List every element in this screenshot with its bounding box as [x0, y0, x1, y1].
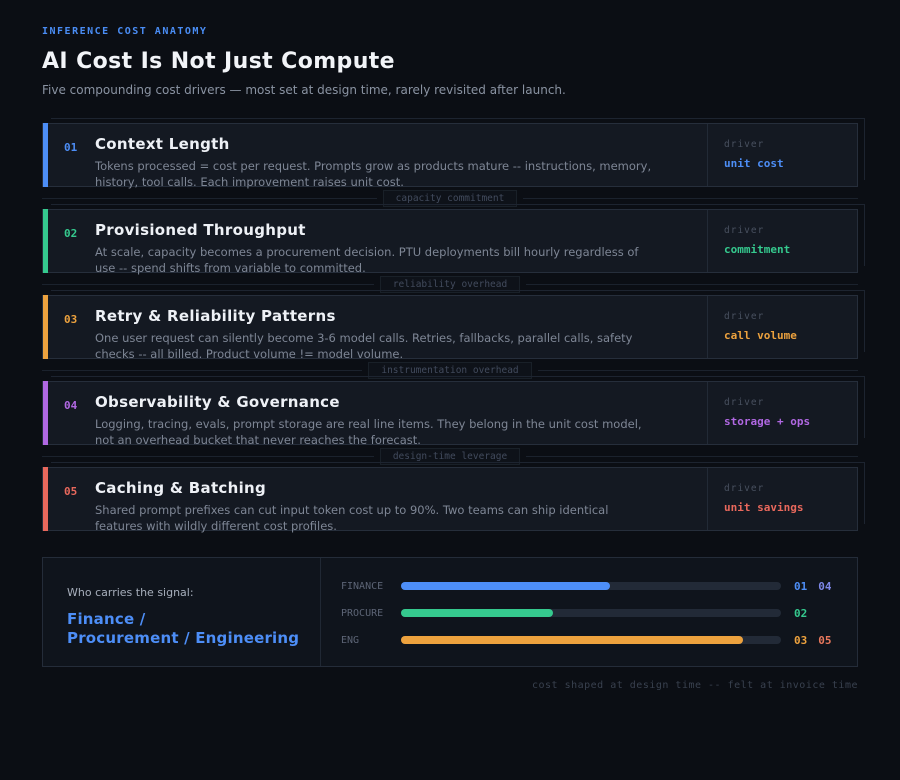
- card-description: Tokens processed = cost per request. Pro…: [95, 159, 652, 190]
- bar-track: [401, 636, 781, 644]
- page: INFERENCE COST ANATOMY AI Cost Is Not Ju…: [42, 26, 865, 691]
- connector: reliability overhead: [42, 273, 859, 295]
- bar-row-finance: FINANCE 01 04: [329, 574, 843, 598]
- driver-value: commitment: [724, 243, 791, 256]
- card-accent-bar: [43, 381, 48, 445]
- bar-fill: [401, 582, 610, 590]
- connector-label: design-time leverage: [379, 447, 521, 465]
- bar-fill: [401, 636, 743, 644]
- card-accent-bar: [43, 209, 48, 273]
- bar-tag: 01: [794, 579, 808, 593]
- connector-label: instrumentation overhead: [368, 361, 532, 379]
- bar-tag: 05: [818, 633, 832, 647]
- connector: design-time leverage: [42, 445, 859, 467]
- bar-track: [401, 582, 781, 590]
- card-accent-bar: [43, 467, 48, 531]
- driver-label: driver: [724, 225, 765, 236]
- bar-row-engineering: ENG 03 05: [329, 628, 843, 652]
- card-driver-panel: driver unit savings: [707, 468, 857, 530]
- signal-label: Who carries the signal:: [67, 586, 194, 599]
- bar-label: FINANCE: [341, 580, 384, 592]
- eyebrow-label: INFERENCE COST ANATOMY: [42, 26, 208, 37]
- connector-line: [42, 369, 363, 371]
- signal-value-line1: Finance /: [67, 610, 146, 628]
- card-provisioned-throughput: 02 Provisioned Throughput At scale, capa…: [42, 204, 865, 275]
- signal-panel-left: Who carries the signal: Finance / Procur…: [43, 558, 321, 666]
- page-subtitle: Five compounding cost drivers — most set…: [42, 83, 566, 97]
- card-number: 03: [64, 313, 78, 326]
- bar-tag: 02: [794, 606, 808, 620]
- card-title: Provisioned Throughput: [95, 221, 306, 239]
- connector-line: [537, 369, 858, 371]
- card-description: Logging, tracing, evals, prompt storage …: [95, 417, 642, 448]
- connector: capacity commitment: [42, 187, 859, 209]
- connector-line: [42, 455, 374, 457]
- signal-bars: FINANCE 01 04 PROCURE 02 ENG: [321, 558, 857, 666]
- driver-label: driver: [724, 483, 765, 494]
- card-observability-governance: 04 Observability & Governance Logging, t…: [42, 376, 865, 447]
- bar-row-procurement: PROCURE 02: [329, 601, 843, 625]
- card-number: 01: [64, 141, 78, 154]
- connector: instrumentation overhead: [42, 359, 858, 381]
- connector-label: capacity commitment: [382, 189, 518, 207]
- driver-value: call volume: [724, 329, 797, 342]
- connector-line: [526, 455, 859, 457]
- page-title: AI Cost Is Not Just Compute: [42, 49, 395, 74]
- card-driver-panel: driver call volume: [707, 296, 857, 358]
- driver-label: driver: [724, 397, 765, 408]
- connector-line: [526, 283, 859, 285]
- driver-value: unit savings: [724, 501, 804, 514]
- signal-value: Finance / Procurement / Engineering: [67, 610, 320, 648]
- card-retry-reliability: 03 Retry & Reliability Patterns One user…: [42, 290, 865, 361]
- signal-value-line2: Procurement / Engineering: [67, 628, 300, 647]
- card-title: Retry & Reliability Patterns: [95, 307, 336, 325]
- card-caching-batching: 05 Caching & Batching Shared prompt pref…: [42, 462, 865, 533]
- card-description: Shared prompt prefixes can cut input tok…: [95, 503, 609, 534]
- card-title: Observability & Governance: [95, 393, 340, 411]
- card-description: One user request can silently become 3-6…: [95, 331, 633, 362]
- bar-tag: 04: [818, 579, 832, 593]
- card-accent-bar: [43, 295, 48, 359]
- connector-line: [523, 197, 859, 199]
- card-driver-panel: driver unit cost: [707, 124, 857, 186]
- card-driver-panel: driver storage + ops: [707, 382, 857, 444]
- card-number: 05: [64, 485, 78, 498]
- signal-panel: Who carries the signal: Finance / Procur…: [42, 557, 858, 667]
- bar-fill: [401, 609, 553, 617]
- card-title: Caching & Batching: [95, 479, 267, 497]
- bar-label: ENG: [341, 634, 360, 646]
- driver-label: driver: [724, 139, 765, 150]
- cost-driver-list: 01 Context Length Tokens processed = cos…: [42, 118, 865, 533]
- bar-track: [401, 609, 781, 617]
- card-driver-panel: driver commitment: [707, 210, 857, 272]
- card-number: 02: [64, 227, 78, 240]
- card-description: At scale, capacity becomes a procurement…: [95, 245, 639, 276]
- card-title: Context Length: [95, 135, 230, 153]
- bar-label: PROCURE: [341, 607, 384, 619]
- card-number: 04: [64, 399, 78, 412]
- driver-label: driver: [724, 311, 765, 322]
- connector-label: reliability overhead: [379, 275, 521, 293]
- driver-value: unit cost: [724, 157, 784, 170]
- footer-note: cost shaped at design time -- felt at in…: [531, 680, 858, 691]
- card-context-length: 01 Context Length Tokens processed = cos…: [42, 118, 865, 189]
- driver-value: storage + ops: [724, 415, 811, 428]
- connector-line: [42, 283, 374, 285]
- bar-tag: 03: [794, 633, 808, 647]
- connector-line: [42, 197, 377, 199]
- card-accent-bar: [43, 123, 48, 187]
